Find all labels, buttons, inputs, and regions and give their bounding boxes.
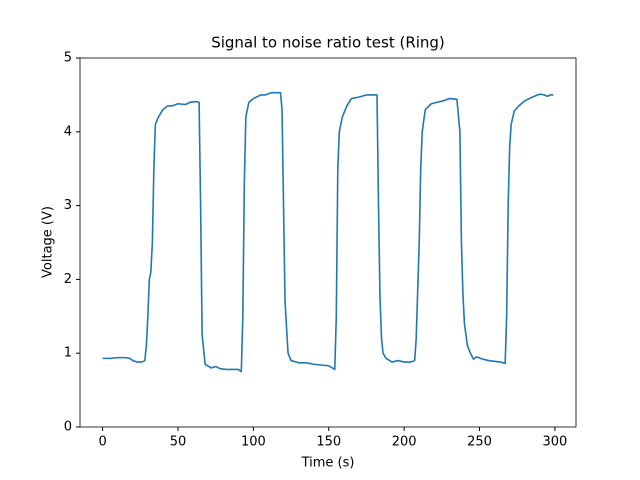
x-tick-label: 200	[392, 435, 417, 450]
plot-frame	[79, 57, 577, 428]
x-tick-label: 150	[316, 435, 341, 450]
x-tick-label: 250	[467, 435, 492, 450]
y-tick-label: 5	[64, 51, 72, 66]
y-axis-label: Voltage (V)	[41, 206, 56, 278]
x-tick-label: 0	[98, 435, 106, 450]
y-tick-label: 1	[64, 346, 72, 361]
y-tick-label: 2	[64, 272, 72, 287]
y-tick-label: 4	[64, 124, 72, 139]
y-tick-label: 0	[64, 420, 72, 435]
chart-title: Signal to noise ratio test (Ring)	[211, 34, 445, 52]
x-axis-label: Time (s)	[301, 456, 355, 471]
x-tick-label: 50	[170, 435, 187, 450]
y-tick-label: 3	[64, 198, 72, 213]
x-tick-label: 100	[241, 435, 266, 450]
line	[102, 91, 554, 373]
x-tick-label: 300	[542, 435, 567, 450]
